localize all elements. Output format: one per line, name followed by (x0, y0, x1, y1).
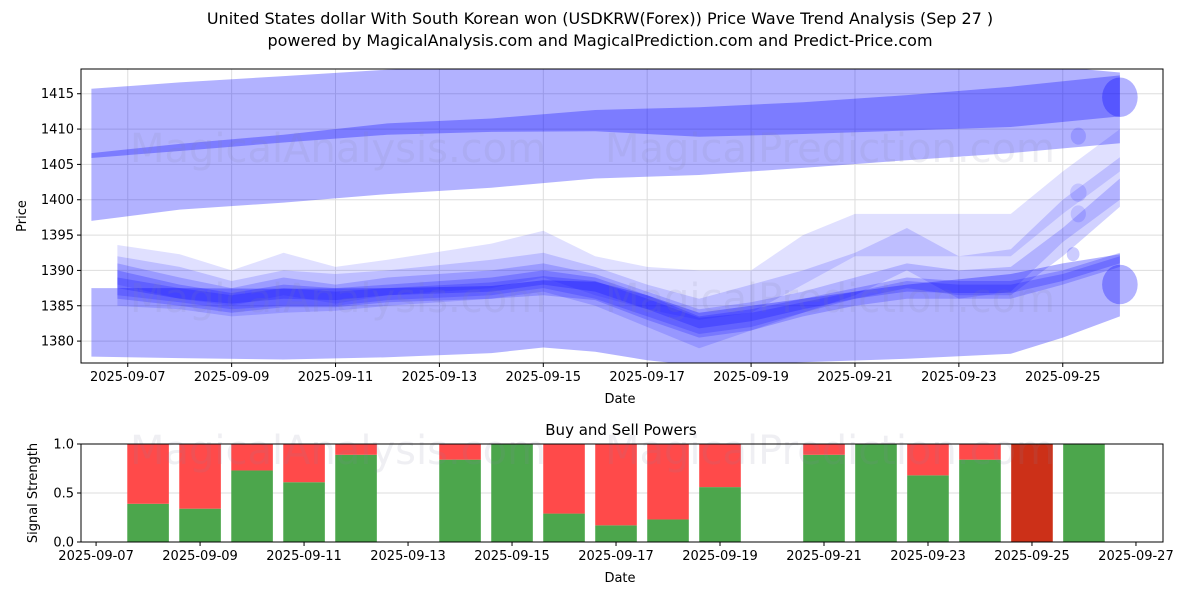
buy-bar (439, 459, 481, 542)
y-tick-label: 1395 (41, 229, 74, 244)
buy-bar (491, 444, 533, 542)
top-x-axis-label: Date (604, 392, 635, 407)
chart-subtitle: powered by MagicalAnalysis.com and Magic… (267, 31, 933, 50)
sell-bar (803, 444, 845, 455)
wave-band-wave-3 (117, 178, 1120, 334)
wave-end-cap (1070, 205, 1086, 223)
buy-bar (179, 508, 221, 542)
top-axes-frame (80, 68, 1164, 364)
strong-sell-bar (1011, 444, 1053, 542)
sell-bar (959, 444, 1001, 460)
x-tick-label: 2025-09-19 (682, 549, 758, 564)
buy-bar (543, 513, 585, 542)
x-tick-label: 2025-09-09 (162, 549, 238, 564)
watermark-prediction-mid: MagicalPrediction.com (605, 276, 1055, 322)
x-tick-label: 2025-09-27 (1098, 549, 1174, 564)
wave-band-wave-2 (117, 157, 1120, 349)
x-tick-label: 2025-09-23 (890, 549, 966, 564)
y-tick-label: 1380 (41, 335, 74, 350)
watermark-prediction-top: MagicalPrediction.com (605, 126, 1055, 172)
buy-sell-title: Buy and Sell Powers (545, 421, 697, 439)
sell-bar (699, 444, 741, 488)
sell-bar (231, 444, 273, 471)
wave-end-cap (1102, 77, 1138, 118)
buy-bar (959, 459, 1001, 542)
buy-sell-plot: Buy and Sell Powers MagicalAnalysis.com … (26, 421, 1174, 586)
price-wave-plot: MagicalAnalysis.com MagicalPrediction.co… (15, 68, 1164, 407)
x-tick-label: 2025-09-23 (921, 370, 997, 385)
y-tick-label: 0.0 (53, 536, 74, 551)
sell-bar (439, 444, 481, 460)
wave-band-wave-5 (117, 256, 1120, 338)
wave-bands (91, 69, 1138, 363)
buy-bar (647, 519, 689, 542)
y-tick-label: 1415 (41, 87, 74, 102)
buy-bar (595, 525, 637, 542)
wave-end-cap (1066, 247, 1080, 262)
y-tick-label: 1385 (41, 299, 74, 314)
bottom-y-axis-label: Signal Strength (26, 443, 41, 543)
y-tick-label: 1.0 (53, 438, 74, 453)
bars (127, 444, 1105, 542)
sell-bar (543, 444, 585, 514)
sell-bar (179, 444, 221, 509)
buy-bar (855, 444, 897, 542)
y-tick-label: 1400 (41, 193, 74, 208)
sell-bar (647, 444, 689, 520)
buy-bar (127, 503, 169, 542)
x-tick-label: 2025-09-09 (194, 370, 270, 385)
x-tick-label: 2025-09-11 (266, 549, 342, 564)
x-tick-label: 2025-09-17 (578, 549, 654, 564)
buy-bar (699, 487, 741, 542)
wave-band-wave-4 (117, 252, 1120, 329)
y-tick-label: 1405 (41, 158, 74, 173)
x-tick-label: 2025-09-15 (474, 549, 550, 564)
x-tick-label: 2025-09-17 (609, 370, 685, 385)
bottom-x-axis-label: Date (604, 571, 635, 586)
wave-band-wave-1 (117, 129, 1120, 320)
wave-end-cap (1070, 183, 1087, 202)
sell-bar (283, 444, 325, 483)
x-tick-label: 2025-09-21 (786, 549, 862, 564)
watermark-analysis-mid: MagicalAnalysis.com (130, 276, 546, 322)
top-grid (81, 69, 1163, 363)
top-ticks: 1380 1385 1390 1395 1400 1405 1410 1415 2025-09-… (41, 87, 1101, 385)
bottom-ticks: 0.0 0.5 1.0 2025-09-07 2025-09-09 2025-09-11 2… (53, 438, 1173, 565)
x-tick-label: 2025-09-07 (90, 370, 166, 385)
wave-band-upper-wide (91, 69, 1120, 221)
x-tick-label: 2025-09-21 (817, 370, 893, 385)
x-tick-label: 2025-09-25 (994, 549, 1070, 564)
wave-end-cap (1102, 264, 1138, 305)
top-y-axis-label: Price (15, 200, 30, 232)
sell-bar (335, 444, 377, 455)
buy-bar (1063, 444, 1105, 542)
x-tick-label: 2025-09-11 (298, 370, 374, 385)
buy-bar (283, 482, 325, 542)
x-tick-label: 2025-09-15 (506, 370, 582, 385)
y-tick-label: 1410 (41, 123, 74, 138)
watermark-prediction-bottom: MagicalPrediction.com (605, 428, 1055, 474)
buy-bar (907, 475, 949, 542)
x-tick-label: 2025-09-19 (713, 370, 789, 385)
buy-bar (803, 454, 845, 542)
wave-band-upper-core (91, 75, 1120, 158)
watermark-analysis-bottom: MagicalAnalysis.com (130, 428, 546, 474)
x-tick-label: 2025-09-25 (1025, 370, 1101, 385)
chart-title: United States dollar With South Korean w… (206, 9, 994, 28)
sell-bar (907, 444, 949, 476)
wave-end-cap (1070, 127, 1086, 145)
sell-bar (127, 444, 169, 504)
x-tick-label: 2025-09-13 (402, 370, 478, 385)
x-tick-label: 2025-09-13 (370, 549, 446, 564)
buy-bar (335, 454, 377, 542)
wave-band-lower-wide (91, 254, 1120, 363)
y-tick-label: 1390 (41, 264, 74, 279)
watermark-analysis-top: MagicalAnalysis.com (130, 126, 546, 172)
sell-bar (595, 444, 637, 526)
y-tick-label: 0.5 (53, 487, 74, 502)
buy-bar (231, 470, 273, 542)
x-tick-label: 2025-09-07 (58, 549, 134, 564)
